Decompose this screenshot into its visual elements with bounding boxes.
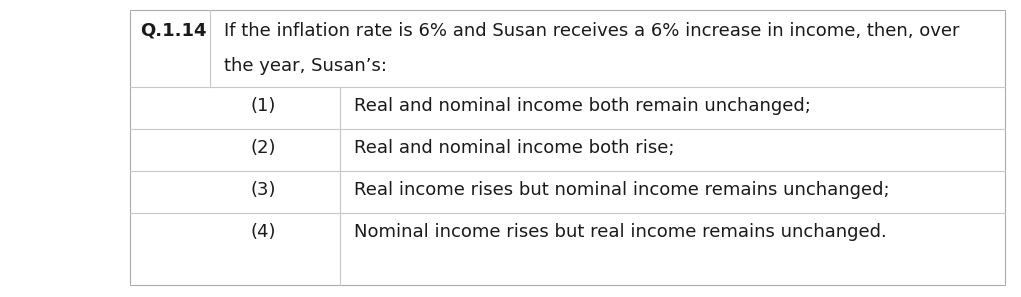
Text: Real income rises but nominal income remains unchanged;: Real income rises but nominal income rem… — [354, 181, 889, 199]
Text: (4): (4) — [250, 223, 276, 241]
Text: the year, Susan’s:: the year, Susan’s: — [224, 57, 387, 75]
Text: Real and nominal income both rise;: Real and nominal income both rise; — [354, 139, 675, 157]
Text: If the inflation rate is 6% and Susan receives a 6% increase in income, then, ov: If the inflation rate is 6% and Susan re… — [224, 22, 960, 40]
Text: (2): (2) — [250, 139, 276, 157]
Text: (3): (3) — [250, 181, 276, 199]
Text: Q.1.14: Q.1.14 — [140, 22, 206, 40]
Bar — [130, 10, 1005, 285]
Text: Nominal income rises but real income remains unchanged.: Nominal income rises but real income rem… — [354, 223, 887, 241]
Text: (1): (1) — [250, 97, 276, 115]
Text: Real and nominal income both remain unchanged;: Real and nominal income both remain unch… — [354, 97, 811, 115]
